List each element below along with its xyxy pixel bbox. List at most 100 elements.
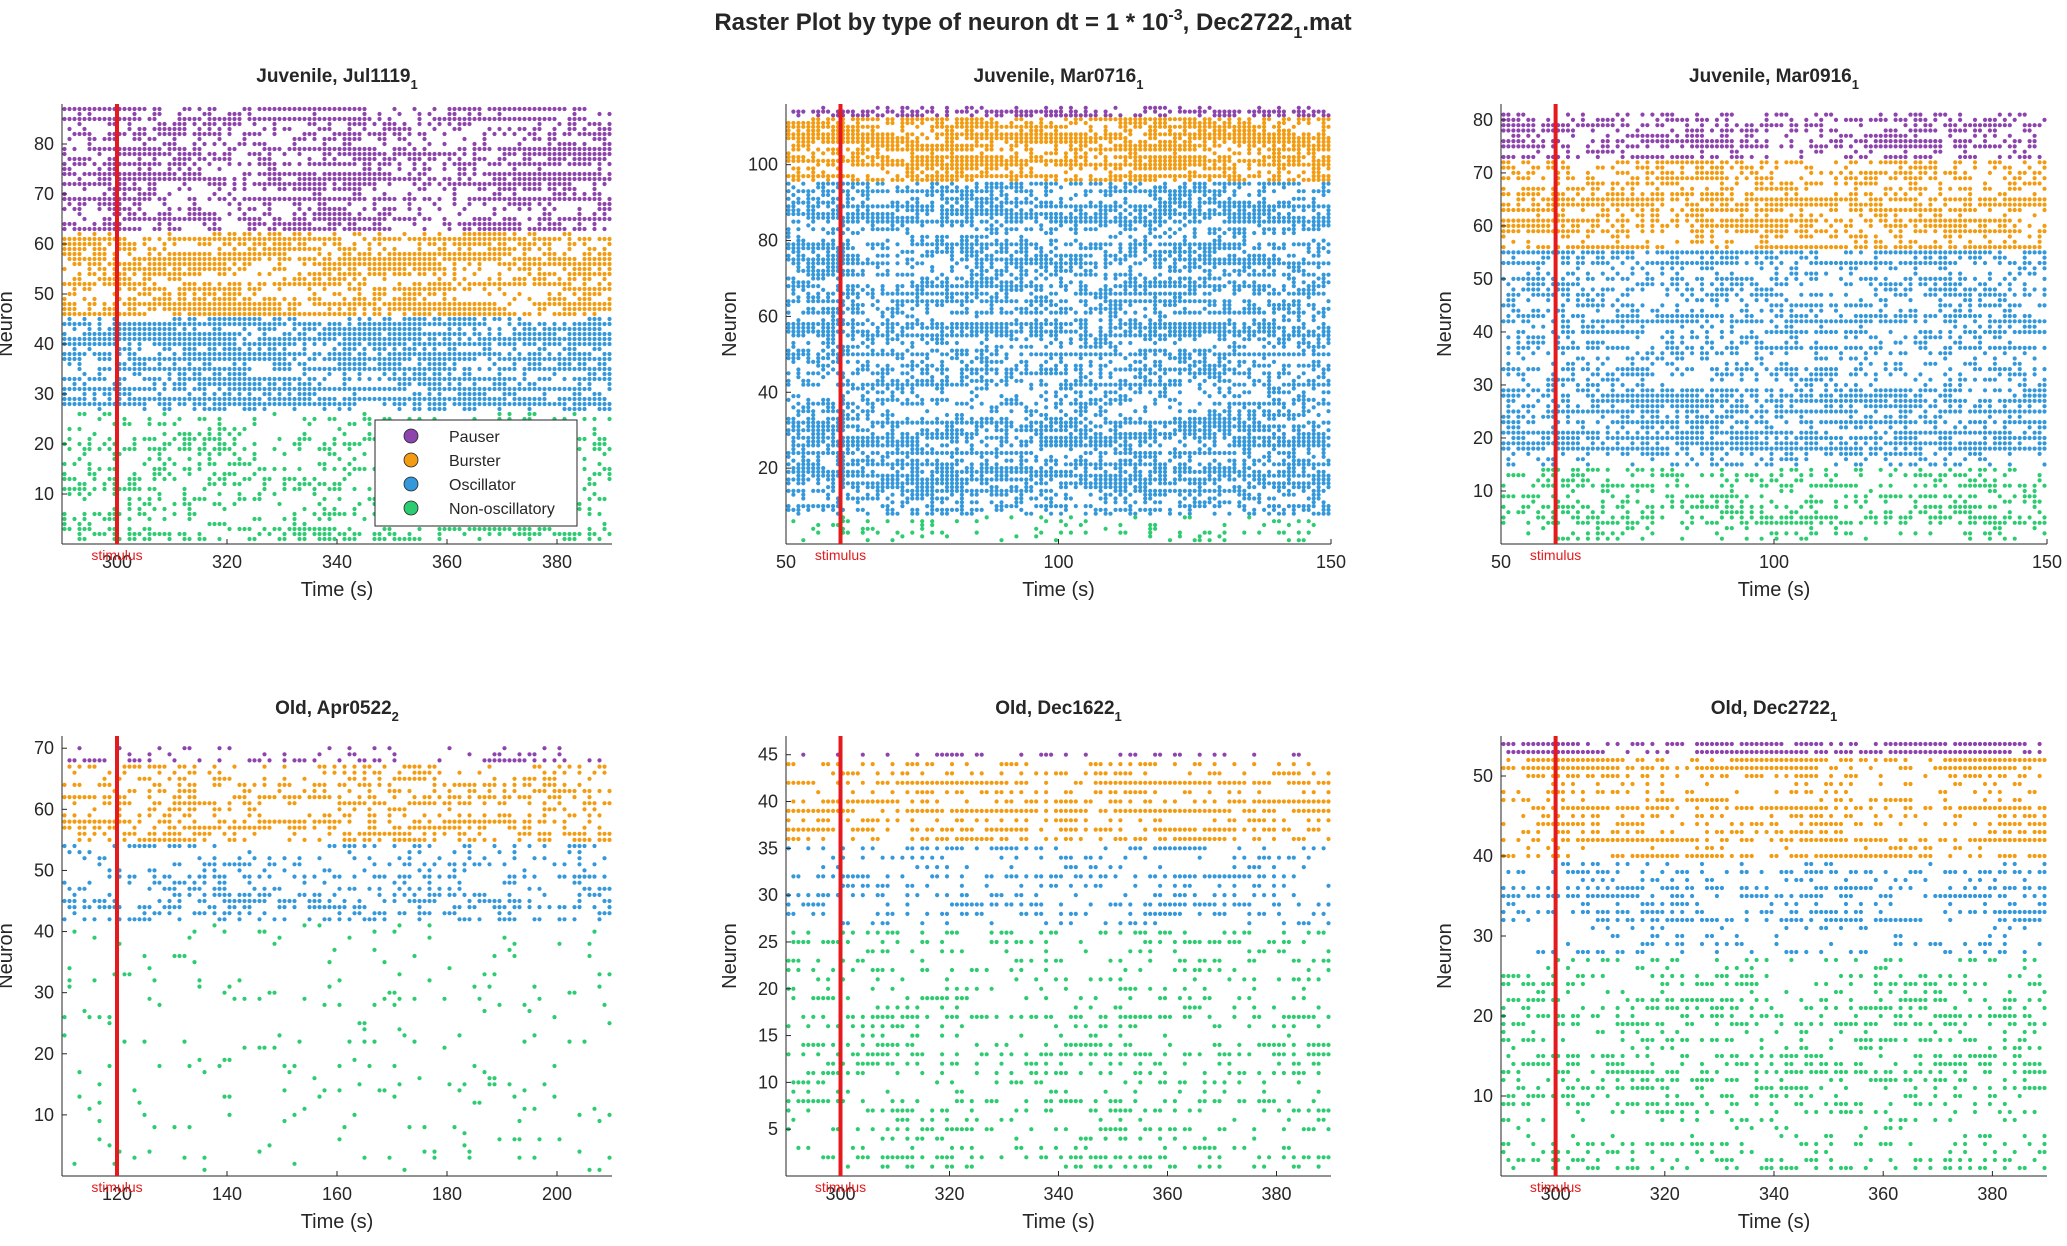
spike-dot bbox=[522, 386, 527, 392]
spike-dot bbox=[342, 341, 347, 347]
spike-dot bbox=[182, 531, 187, 537]
spike-dot bbox=[167, 306, 172, 312]
spike-dot bbox=[417, 271, 422, 277]
spike-dot bbox=[487, 526, 492, 532]
spike-dot bbox=[182, 286, 187, 292]
spike-dot bbox=[212, 401, 217, 407]
spike-dot bbox=[397, 406, 402, 412]
spike-dot bbox=[337, 146, 342, 152]
spike-dot bbox=[217, 296, 222, 302]
spike-dot bbox=[427, 196, 432, 202]
spike-dot bbox=[102, 146, 107, 152]
spike-dot bbox=[562, 396, 567, 402]
spike-dot bbox=[132, 301, 137, 307]
spike-dot bbox=[327, 151, 332, 157]
spike-dot bbox=[452, 321, 457, 327]
spike-dot bbox=[177, 331, 182, 337]
spike-dot bbox=[302, 336, 307, 342]
spike-dot bbox=[107, 331, 112, 337]
spike-dot bbox=[317, 181, 322, 187]
spike-dot bbox=[212, 471, 217, 477]
spike-dot bbox=[262, 376, 267, 382]
spike-dot bbox=[332, 106, 337, 112]
spike-dot bbox=[77, 336, 82, 342]
spike-dot bbox=[452, 256, 457, 262]
spike-dot bbox=[152, 326, 157, 332]
spike-dot bbox=[62, 226, 67, 232]
spike-dot bbox=[317, 226, 322, 232]
spike-dot bbox=[567, 161, 572, 167]
spike-dot bbox=[212, 156, 217, 162]
spike-dot bbox=[567, 271, 572, 277]
spike-dot bbox=[347, 331, 352, 337]
spike-dot bbox=[152, 281, 157, 287]
spike-dot bbox=[347, 251, 352, 257]
spike-dot bbox=[97, 201, 102, 207]
spike-dot bbox=[137, 311, 142, 317]
spike-dot bbox=[142, 401, 147, 407]
spike-dot bbox=[132, 111, 137, 117]
spike-dot bbox=[132, 351, 137, 357]
spike-dot bbox=[347, 146, 352, 152]
spike-dot bbox=[202, 286, 207, 292]
spike-dot bbox=[427, 141, 432, 147]
spike-dot bbox=[547, 196, 552, 202]
spike-dot bbox=[62, 301, 67, 307]
spike-dot bbox=[467, 236, 472, 242]
spike-dot bbox=[432, 106, 437, 112]
spike-dot bbox=[447, 176, 452, 182]
spike-dot bbox=[102, 341, 107, 347]
spike-dot bbox=[412, 296, 417, 302]
spike-dot bbox=[442, 281, 447, 287]
spike-dot bbox=[387, 236, 392, 242]
spike-dot bbox=[67, 251, 72, 257]
spike-dot bbox=[332, 266, 337, 272]
spike-dot bbox=[177, 366, 182, 372]
spike-dot bbox=[392, 531, 397, 537]
spike-dot bbox=[352, 176, 357, 182]
spike-dot bbox=[417, 381, 422, 387]
spike-dot bbox=[557, 401, 562, 407]
spike-dot bbox=[242, 236, 247, 242]
spike-dot bbox=[402, 341, 407, 347]
spike-dot bbox=[192, 401, 197, 407]
spike-dot bbox=[147, 266, 152, 272]
spike-dot bbox=[387, 196, 392, 202]
spike-dot bbox=[397, 536, 402, 542]
spike-dot bbox=[522, 136, 527, 142]
spike-dot bbox=[437, 331, 442, 337]
spike-dot bbox=[72, 171, 77, 177]
spike-dot bbox=[262, 306, 267, 312]
spike-dot bbox=[87, 111, 92, 117]
spike-dot bbox=[352, 361, 357, 367]
spike-dot bbox=[582, 106, 587, 112]
spike-dot bbox=[217, 316, 222, 322]
spike-dot bbox=[477, 226, 482, 232]
spike-dot bbox=[567, 341, 572, 347]
spike-dot bbox=[167, 171, 172, 177]
spike-dot bbox=[167, 146, 172, 152]
spike-dot bbox=[67, 291, 72, 297]
spike-dot bbox=[62, 171, 67, 177]
spike-dot bbox=[77, 131, 82, 137]
spike-dot bbox=[567, 331, 572, 337]
spike-dot bbox=[237, 116, 242, 122]
spike-dot bbox=[272, 306, 277, 312]
spike-dot bbox=[572, 146, 577, 152]
spike-dot bbox=[137, 201, 142, 207]
spike-dot bbox=[452, 401, 457, 407]
spike-dot bbox=[547, 526, 552, 532]
spike-dot bbox=[102, 351, 107, 357]
spike-dot bbox=[252, 226, 257, 232]
spike-dot bbox=[232, 281, 237, 287]
spike-dot bbox=[202, 486, 207, 492]
spike-dot bbox=[97, 326, 102, 332]
spike-dot bbox=[477, 526, 482, 532]
spike-dot bbox=[307, 326, 312, 332]
spike-dot bbox=[452, 306, 457, 312]
spike-dot bbox=[217, 386, 222, 392]
spike-dot bbox=[935, 113, 940, 118]
spike-dot bbox=[392, 386, 397, 392]
spike-dot bbox=[562, 171, 567, 177]
spike-dot bbox=[432, 356, 437, 362]
